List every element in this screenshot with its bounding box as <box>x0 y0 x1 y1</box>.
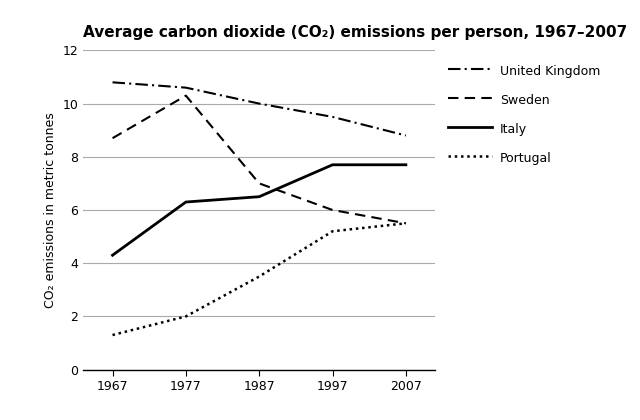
Sweden <box>329 207 337 213</box>
United Kingdom <box>255 101 263 106</box>
Sweden <box>255 181 263 186</box>
Italy <box>109 253 116 258</box>
Portugal <box>255 274 263 279</box>
Portugal <box>109 333 116 338</box>
United Kingdom <box>109 80 116 85</box>
United Kingdom <box>329 114 337 119</box>
Italy <box>402 162 410 167</box>
Italy <box>255 194 263 199</box>
Italy <box>329 162 337 167</box>
Y-axis label: CO₂ emissions in metric tonnes: CO₂ emissions in metric tonnes <box>44 112 57 308</box>
Line: Sweden: Sweden <box>113 96 406 223</box>
Line: Italy: Italy <box>113 165 406 255</box>
Legend: United Kingdom, Sweden, Italy, Portugal: United Kingdom, Sweden, Italy, Portugal <box>449 63 600 165</box>
Italy <box>182 200 189 205</box>
Line: Portugal: Portugal <box>113 223 406 335</box>
Line: United Kingdom: United Kingdom <box>113 82 406 136</box>
United Kingdom <box>402 133 410 138</box>
Sweden <box>109 136 116 141</box>
Text: Average carbon dioxide (CO₂) emissions per person, 1967–2007: Average carbon dioxide (CO₂) emissions p… <box>83 24 627 39</box>
Sweden <box>182 93 189 98</box>
Portugal <box>329 229 337 234</box>
Sweden <box>402 221 410 226</box>
Portugal <box>402 221 410 226</box>
United Kingdom <box>182 85 189 90</box>
Portugal <box>182 314 189 319</box>
